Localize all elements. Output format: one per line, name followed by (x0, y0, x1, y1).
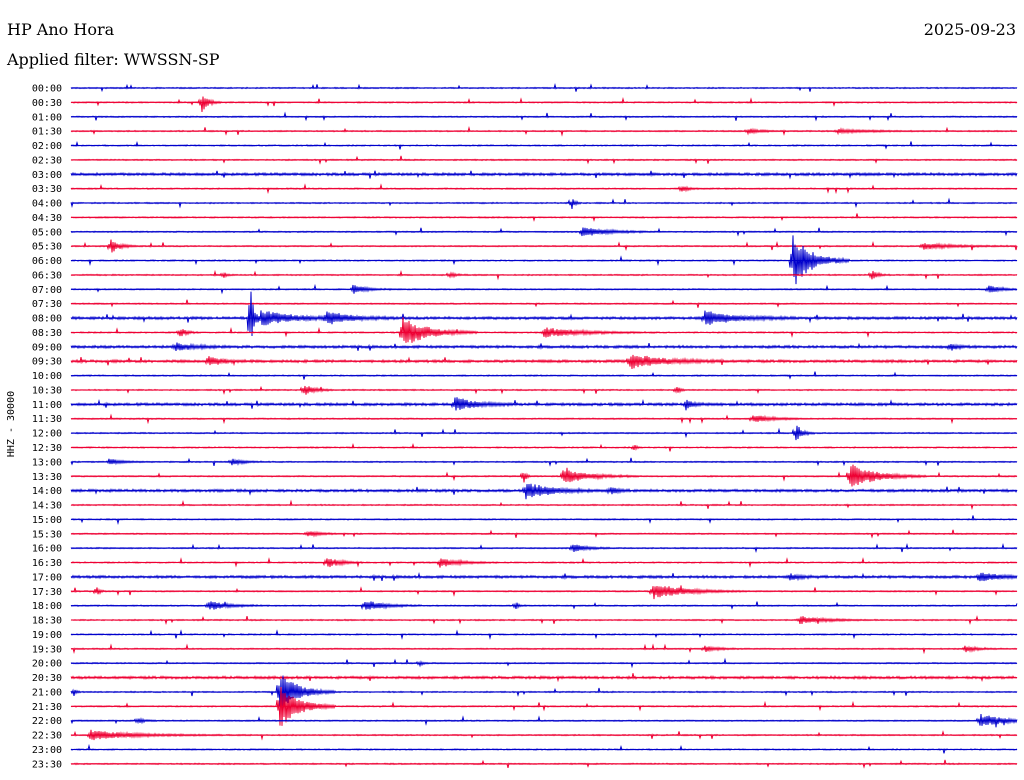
row-time-label: 03:00 (32, 170, 62, 181)
trace-line (70, 397, 1018, 411)
trace-line (70, 96, 1018, 113)
row-time-label: 05:30 (32, 242, 62, 253)
row-time-label: 22:30 (32, 731, 62, 742)
trace-line (70, 673, 1018, 683)
row-time-label: 15:30 (32, 529, 62, 540)
row-time-label: 09:00 (32, 342, 62, 353)
row-time-label: 07:30 (32, 299, 62, 310)
row-time-label: 13:00 (32, 457, 62, 468)
trace-line (70, 464, 1018, 487)
row-time-label: 12:30 (32, 443, 62, 454)
row-time-label: 09:30 (32, 357, 62, 368)
row-time-label: 04:30 (32, 213, 62, 224)
row-time-label: 05:00 (32, 227, 62, 238)
row-time-label: 01:00 (32, 112, 62, 123)
trace-line (70, 317, 1018, 343)
row-time-label: 04:00 (32, 199, 62, 210)
filter-label: Applied filter: WWSSN-SP (7, 50, 220, 69)
row-time-label: 03:30 (32, 184, 62, 195)
row-time-label: 06:30 (32, 270, 62, 281)
trace-line (70, 235, 1018, 285)
trace-line (70, 557, 1018, 568)
row-time-label: 11:00 (32, 400, 62, 411)
row-time-label: 16:30 (32, 558, 62, 569)
trace-line (70, 675, 1018, 710)
trace-group (70, 83, 1018, 769)
trace-line (70, 585, 1018, 600)
row-time-label: 01:30 (32, 127, 62, 138)
date-label: 2025-09-23 (923, 20, 1016, 39)
trace-line (70, 342, 1018, 351)
row-time-label: 02:00 (32, 141, 62, 152)
row-time-label: 13:30 (32, 472, 62, 483)
row-time-label: 21:00 (32, 687, 62, 698)
row-time-label: 18:30 (32, 616, 62, 627)
row-time-label: 14:00 (32, 486, 62, 497)
station-title: HP Ano Hora (7, 20, 115, 39)
row-time-label: 08:30 (32, 328, 62, 339)
row-time-label: 20:30 (32, 673, 62, 684)
row-time-label: 00:30 (32, 98, 62, 109)
row-time-label: 12:00 (32, 429, 62, 440)
trace-line (70, 354, 1018, 370)
row-time-label: 21:30 (32, 702, 62, 713)
row-time-label: 20:00 (32, 659, 62, 670)
row-time-label: 02:30 (32, 155, 62, 166)
row-time-label: 15:00 (32, 515, 62, 526)
row-time-label: 22:00 (32, 716, 62, 727)
row-time-label: 08:00 (32, 314, 62, 325)
row-time-label: 23:30 (32, 759, 62, 770)
row-label-group: 00:00 00:30 01:00 01:30 02:00 02:30 03:00 03:30… (32, 84, 62, 771)
row-time-label: 17:30 (32, 587, 62, 598)
trace-line (70, 197, 1018, 209)
trace-line (70, 443, 1018, 452)
row-time-label: 07:00 (32, 285, 62, 296)
trace-line (70, 483, 1018, 500)
trace-line (70, 213, 1018, 222)
row-time-label: 10:00 (32, 371, 62, 382)
row-time-label: 19:00 (32, 630, 62, 641)
row-time-label: 18:00 (32, 601, 62, 612)
trace-line (70, 291, 1018, 337)
row-time-label: 19:30 (32, 644, 62, 655)
row-time-label: 00:00 (32, 84, 62, 95)
row-time-label: 06:00 (32, 256, 62, 267)
row-time-label: 16:00 (32, 544, 62, 555)
row-time-label: 11:30 (32, 414, 62, 425)
y-axis-label: HHZ - 30000 (6, 391, 17, 457)
row-time-label: 10:30 (32, 385, 62, 396)
row-time-label: 14:30 (32, 501, 62, 512)
row-time-label: 23:00 (32, 745, 62, 756)
row-time-label: 17:00 (32, 572, 62, 583)
